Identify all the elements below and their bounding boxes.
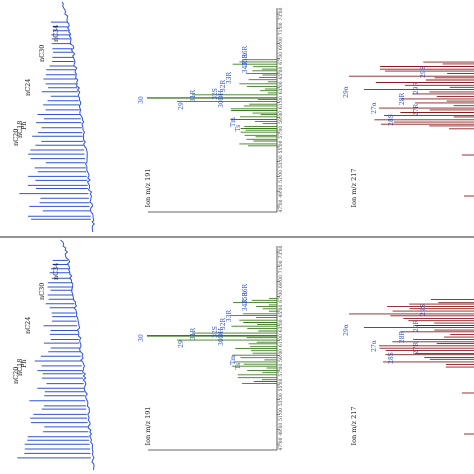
m191-tick-label: 61.00 xyxy=(278,334,284,347)
tic-peak-label: nC34 xyxy=(52,263,60,280)
m191-peak-label: 32R xyxy=(220,317,227,330)
m191-tick-label: 53.00 xyxy=(278,155,284,168)
m191-tick-label: 59.00 xyxy=(278,349,284,362)
m191-title: Ion m/z 191 xyxy=(144,169,152,208)
m191-peak-label: Tm xyxy=(230,355,237,365)
m191-tick-label: 59.00 xyxy=(278,111,284,124)
tic-peak-label: nC18 xyxy=(16,359,24,376)
m191-tick-label: 61.00 xyxy=(278,96,284,109)
m191-peak-label: 35R xyxy=(242,53,249,66)
m191-tick-label: 51.00 xyxy=(278,170,284,183)
m191-tick-label: 55.00 xyxy=(278,140,284,153)
m191-peak-label: 36R xyxy=(242,283,249,296)
m217-peak-label: 28R xyxy=(399,92,406,105)
m191-tick-label: 71.00 xyxy=(278,22,284,35)
m217-peak-label: 27α xyxy=(371,102,378,114)
m191-tick-label: 47.00 xyxy=(278,199,284,212)
m191-peak-label: Ts xyxy=(235,363,242,370)
tic-peak-label: nC18 xyxy=(16,121,24,138)
m191-tick-label: 63.00 xyxy=(278,319,284,332)
tic-peak-label: nC24 xyxy=(24,317,32,334)
m191-tick-label: 69.00 xyxy=(278,275,284,288)
m191-tick-label: 65.00 xyxy=(278,67,284,80)
tic-peak-label: nC30 xyxy=(38,283,46,300)
m191-tick-label: 65.00 xyxy=(278,305,284,318)
m191-peak-label: 34R xyxy=(242,60,249,73)
m191-tick-label: 73.00 xyxy=(278,7,284,20)
m191-peak-label: Ts xyxy=(235,125,242,132)
tic-peak-label: Ph xyxy=(20,121,28,130)
m191-tick-label: 51.00 xyxy=(278,408,284,421)
m191-tick-label: 67.00 xyxy=(278,290,284,303)
m191-tick-label: 63.00 xyxy=(278,81,284,94)
m191-peak-label: 30 xyxy=(138,96,145,104)
m217-title: Ion m/z 217 xyxy=(350,169,358,208)
m191-tick-label: 71.00 xyxy=(278,260,284,273)
m191-tick-label: 69.00 xyxy=(278,37,284,50)
m191-peak-label: Tm xyxy=(230,117,237,127)
m191-peak-label: 34R xyxy=(242,298,249,311)
m217-peak-label: 29S xyxy=(420,66,427,78)
m217-peak-label: 27R xyxy=(413,341,420,354)
m191-tick-label: 57.00 xyxy=(278,364,284,377)
m191-tick-label: 53.00 xyxy=(278,393,284,406)
m217-peak-label: 29α xyxy=(343,324,350,336)
m217-peak-label: 29R xyxy=(413,319,420,332)
m217-peak-label: 27R xyxy=(413,103,420,116)
m191-tick-label: 47.00 xyxy=(278,437,284,450)
m191-peak-label: 29 xyxy=(178,340,185,348)
tic-trace xyxy=(60,239,95,470)
m191-tick-label: 49.00 xyxy=(278,423,284,436)
tic-peak-label: nC34 xyxy=(52,25,60,42)
m217-peak-label: 28R xyxy=(399,330,406,343)
m191-peak-label: 29 xyxy=(178,102,185,110)
m217-peak-label: 28S xyxy=(388,114,395,126)
m217-peak-label: 29S xyxy=(420,304,427,316)
m191-peak-label: 31R xyxy=(190,327,197,340)
tic-trace xyxy=(61,1,95,232)
m191-peak-label: 33R xyxy=(226,309,233,322)
m191-peak-label: 32S xyxy=(212,88,219,100)
m217-peak-label: 29R xyxy=(413,81,420,94)
tic-peak-label: nC20 xyxy=(12,367,20,384)
m191-tick-label: 55.00 xyxy=(278,378,284,391)
m191-tick-label: 49.00 xyxy=(278,185,284,198)
tic-peak-label: nC20 xyxy=(12,129,20,146)
m217-peak-label: 27α xyxy=(371,340,378,352)
m191-peak-label: 30 xyxy=(138,334,145,342)
tic-peak-label: nC30 xyxy=(38,45,46,62)
m191-peak-label: 31R xyxy=(190,89,197,102)
m191-title: Ion m/z 191 xyxy=(144,407,152,446)
tic-peak-label: Ph xyxy=(20,359,28,368)
m191-peak-label: 36R xyxy=(242,45,249,58)
m191-peak-label: 32R xyxy=(220,79,227,92)
m191-peak-label: 32S xyxy=(212,326,219,338)
m191-peak-label: 30DH xyxy=(218,90,225,108)
m217-peak-label: 28S xyxy=(388,352,395,364)
m191-tick-label: 57.00 xyxy=(278,126,284,139)
m191-peak-label: 35R xyxy=(242,291,249,304)
m217-title: Ion m/z 217 xyxy=(350,407,358,446)
m191-tick-label: 67.00 xyxy=(278,52,284,65)
m191-tick-label: 73.00 xyxy=(278,245,284,258)
tic-peak-label: nC24 xyxy=(24,79,32,96)
m191-peak-label: 33R xyxy=(226,71,233,84)
m217-peak-label: 29α xyxy=(343,86,350,98)
m191-peak-label: 30DH xyxy=(218,328,225,346)
